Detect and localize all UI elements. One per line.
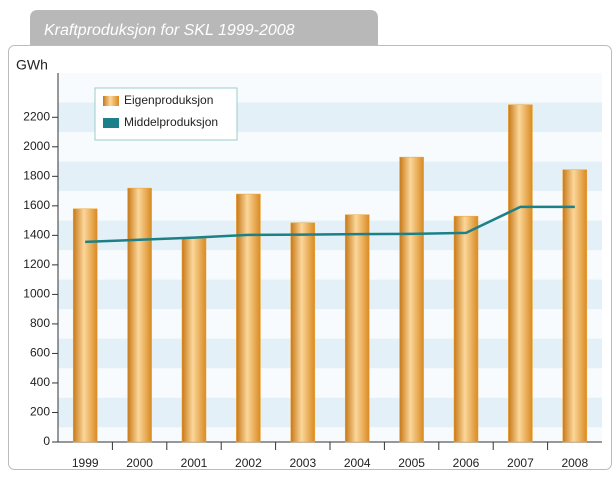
bar — [72, 208, 98, 443]
title-tab — [30, 10, 378, 45]
bar — [290, 222, 316, 443]
bar — [562, 169, 588, 443]
x-tick-label: 2003 — [289, 456, 316, 470]
y-tick-label: 0 — [43, 434, 50, 448]
chart-title: Kraftproduksjon for SKL 1999-2008 — [44, 22, 295, 39]
x-tick-label: 2006 — [453, 456, 480, 470]
y-tick-label: 400 — [30, 375, 50, 389]
bar — [127, 187, 152, 443]
bar — [399, 156, 424, 443]
bar — [508, 104, 533, 443]
legend-swatch — [103, 96, 119, 106]
y-tick-label: 1400 — [23, 228, 50, 242]
legend-swatch — [103, 118, 119, 128]
y-tick-label: 1600 — [23, 198, 50, 212]
y-tick-label: 2200 — [23, 109, 50, 123]
y-axis-label: GWh — [16, 57, 48, 73]
bar — [181, 238, 207, 443]
x-tick-label: 2000 — [126, 456, 153, 470]
legend-label: Eigenproduksjon — [124, 93, 213, 107]
line — [85, 205, 575, 244]
y-tick-label: 1000 — [23, 287, 50, 301]
legend-label: Middelproduksjon — [124, 115, 218, 129]
x-tick-label: 2001 — [181, 456, 208, 470]
x-tick-label: 2007 — [507, 456, 534, 470]
x-tick-label: 2005 — [398, 456, 425, 470]
x-tick-label: 2008 — [561, 456, 588, 470]
bar — [344, 214, 370, 443]
bar — [453, 215, 479, 443]
y-tick-label: 1800 — [23, 168, 50, 182]
y-tick-label: 2000 — [23, 139, 50, 153]
y-tick-label: 1200 — [23, 257, 50, 271]
y-tick-label: 600 — [30, 346, 50, 360]
x-tick-label: 2002 — [235, 456, 262, 470]
y-tick-label: 800 — [30, 316, 50, 330]
y-tick-label: 200 — [30, 405, 50, 419]
x-tick-label: 1999 — [72, 456, 99, 470]
bar — [236, 193, 261, 443]
x-tick-label: 2004 — [344, 456, 371, 470]
